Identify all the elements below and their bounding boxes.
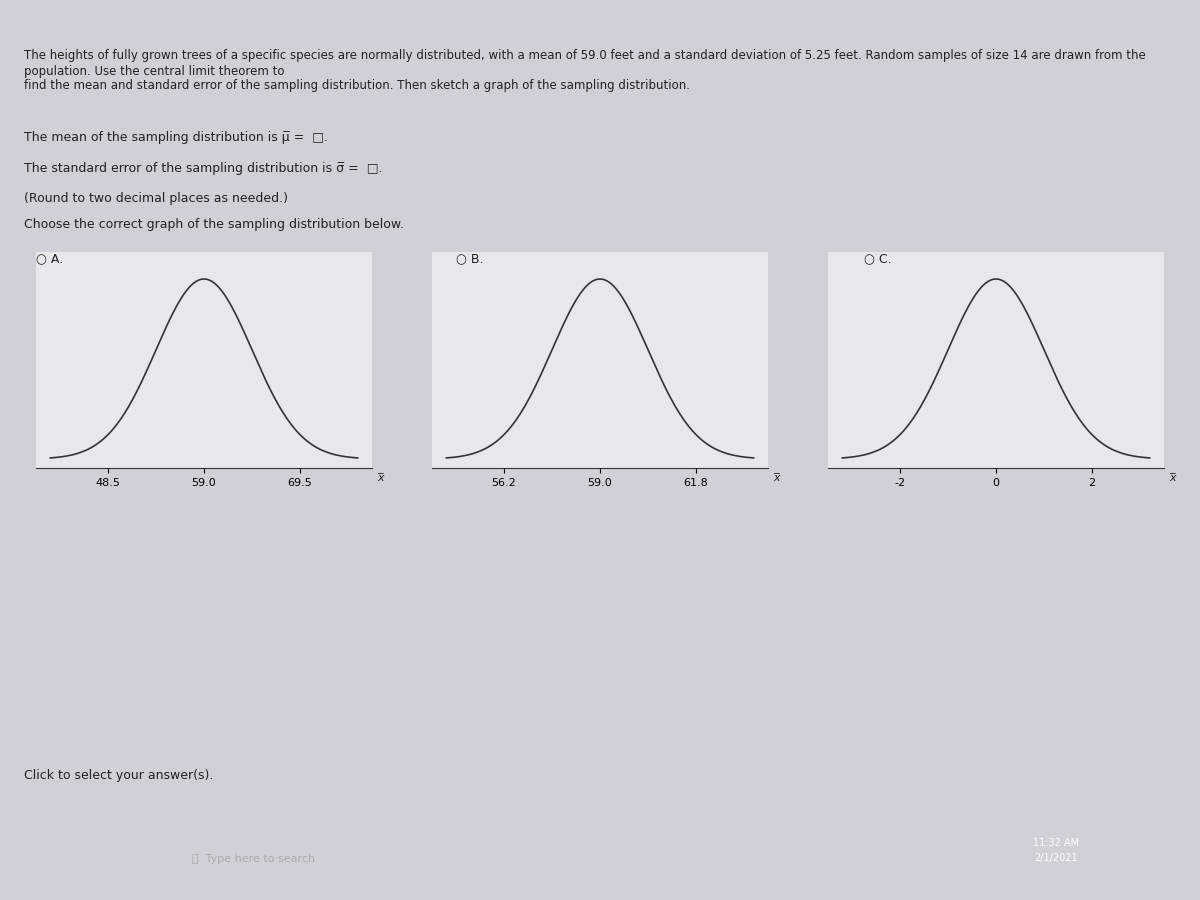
Text: ○ A.: ○ A. bbox=[36, 252, 64, 265]
Text: 🔍  Type here to search: 🔍 Type here to search bbox=[192, 854, 316, 865]
Text: ○ B.: ○ B. bbox=[456, 252, 484, 265]
Text: The standard error of the sampling distribution is σ̅ =  □.: The standard error of the sampling distr… bbox=[24, 162, 383, 175]
Text: The mean of the sampling distribution is μ̅ =  □.: The mean of the sampling distribution is… bbox=[24, 130, 328, 143]
Text: x̅: x̅ bbox=[1169, 473, 1176, 483]
Text: The heights of fully grown trees of a specific species are normally distributed,: The heights of fully grown trees of a sp… bbox=[24, 50, 1146, 93]
Text: x̅: x̅ bbox=[773, 473, 780, 483]
Text: 11:32 AM
2/1/2021: 11:32 AM 2/1/2021 bbox=[1033, 839, 1079, 862]
Text: ○ C.: ○ C. bbox=[864, 252, 892, 265]
Text: Choose the correct graph of the sampling distribution below.: Choose the correct graph of the sampling… bbox=[24, 218, 404, 230]
Text: x̅: x̅ bbox=[377, 473, 384, 483]
Text: (Round to two decimal places as needed.): (Round to two decimal places as needed.) bbox=[24, 192, 288, 204]
Text: Click to select your answer(s).: Click to select your answer(s). bbox=[24, 770, 214, 782]
